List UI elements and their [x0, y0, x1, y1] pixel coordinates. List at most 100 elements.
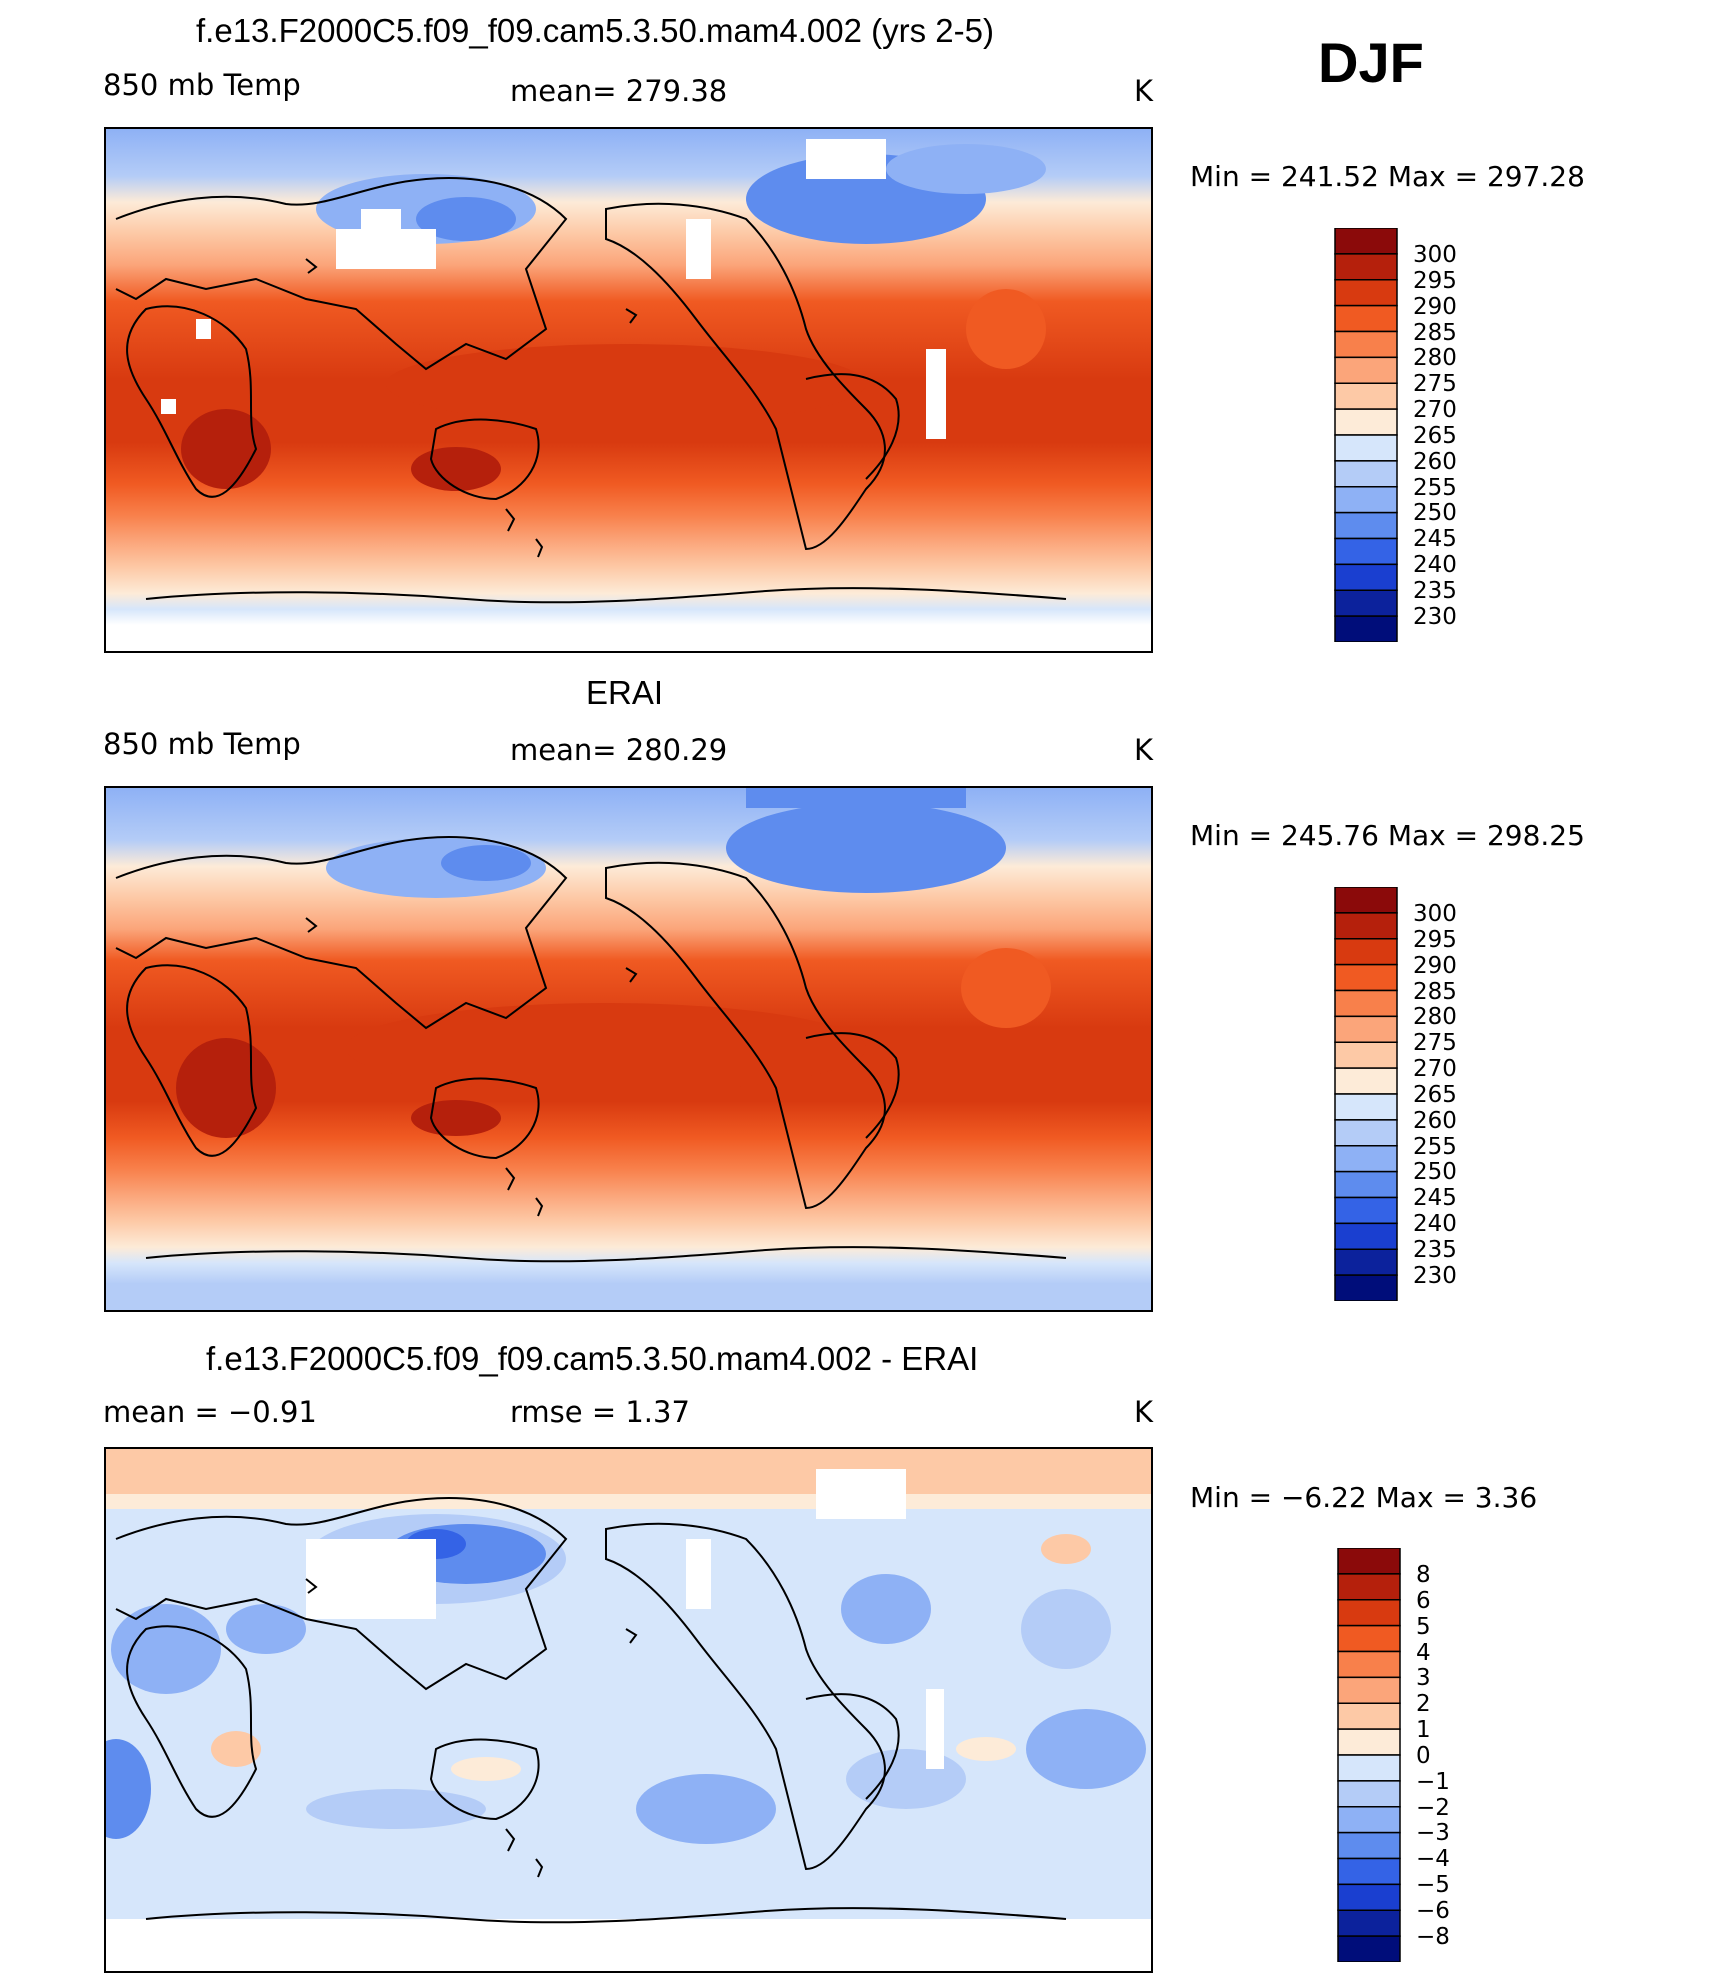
colorbar-swatch — [1334, 1274, 1398, 1302]
colorbar-swatch — [1334, 304, 1398, 333]
colorbar-swatch — [1334, 1119, 1398, 1147]
cbar1-label: 280 — [1413, 1004, 1457, 1030]
colorbar-swatch — [1337, 1754, 1401, 1782]
colorbar-swatch — [1334, 912, 1398, 940]
panel-diff-colorbar — [1337, 1547, 1401, 1963]
colorbar-swatch — [1337, 1883, 1401, 1911]
colorbar-swatch — [1334, 434, 1398, 462]
panel-obs-units: K — [1134, 733, 1154, 767]
panel-obs-colorbar — [1334, 886, 1398, 1302]
panel-model-minmax: Min = 241.52 Max = 297.28 — [1190, 160, 1585, 193]
cbar1-label: 290 — [1413, 953, 1457, 979]
colorbar-swatch — [1337, 1728, 1401, 1756]
panel-model-field-label: 850 mb Temp — [103, 68, 301, 102]
cbar1-label: 245 — [1413, 1185, 1457, 1211]
colorbar-swatch — [1334, 989, 1398, 1018]
obs-temp-field — [106, 788, 1151, 1310]
cbar1-label: 265 — [1413, 1082, 1457, 1108]
cbar2-label: −1 — [1416, 1769, 1450, 1795]
colorbar-swatch — [1334, 1093, 1398, 1121]
panel-model-title: f.e13.F2000C5.f09_f09.cam5.3.50.mam4.002… — [196, 12, 994, 49]
cbar1-label: 235 — [1413, 1237, 1457, 1263]
colorbar-swatch — [1334, 1170, 1398, 1199]
cbar2-label: −3 — [1416, 1820, 1450, 1846]
cbar2-label: −6 — [1416, 1898, 1450, 1924]
colorbar-swatch — [1334, 537, 1398, 566]
panel-obs-field-label: 850 mb Temp — [103, 727, 301, 761]
cbar0-label: 270 — [1413, 397, 1457, 423]
colorbar-swatch — [1337, 1935, 1401, 1963]
cbar2-label: 2 — [1416, 1691, 1431, 1717]
colorbar-swatch — [1334, 938, 1398, 966]
colorbar-swatch — [1334, 486, 1398, 514]
cbar0-label: 235 — [1413, 578, 1457, 604]
panel-diff-units: K — [1134, 1395, 1154, 1429]
colorbar-swatch — [1334, 1222, 1398, 1250]
cbar1-label: 275 — [1413, 1030, 1457, 1056]
cbar0-label: 230 — [1413, 604, 1457, 630]
cbar0-label: 240 — [1413, 552, 1457, 578]
cbar2-label: −5 — [1416, 1872, 1450, 1898]
colorbar-swatch — [1337, 1650, 1401, 1679]
colorbar-swatch — [1337, 1547, 1401, 1575]
cbar0-label: 285 — [1413, 320, 1457, 346]
colorbar-swatch — [1334, 227, 1398, 255]
colorbar-swatch — [1334, 963, 1398, 992]
colorbar-swatch — [1334, 511, 1398, 540]
cbar1-label: 285 — [1413, 979, 1457, 1005]
cbar2-label: 3 — [1416, 1665, 1431, 1691]
colorbar-swatch — [1337, 1806, 1401, 1834]
cbar1-label: 255 — [1413, 1134, 1457, 1160]
cbar0-label: 300 — [1413, 242, 1457, 268]
cbar2-label: 0 — [1416, 1743, 1431, 1769]
colorbar-swatch — [1334, 1248, 1398, 1276]
cbar2-label: 8 — [1416, 1562, 1431, 1588]
panel-obs-minmax: Min = 245.76 Max = 298.25 — [1190, 819, 1585, 852]
cbar1-label: 270 — [1413, 1056, 1457, 1082]
cbar2-label: −4 — [1416, 1846, 1450, 1872]
colorbar-swatch — [1334, 1196, 1398, 1225]
panel-diff-title: f.e13.F2000C5.f09_f09.cam5.3.50.mam4.002… — [206, 1340, 979, 1377]
cbar1-label: 300 — [1413, 901, 1457, 927]
colorbar-swatch — [1337, 1624, 1401, 1653]
colorbar-swatch — [1337, 1702, 1401, 1730]
colorbar-swatch — [1334, 1015, 1398, 1043]
colorbar-swatch — [1337, 1857, 1401, 1886]
cbar0-label: 245 — [1413, 526, 1457, 552]
panel-obs-map — [104, 786, 1153, 1312]
panel-model-map — [104, 127, 1153, 653]
colorbar-swatch — [1334, 382, 1398, 410]
cbar0-label: 280 — [1413, 345, 1457, 371]
panel-diff-map — [104, 1447, 1153, 1973]
panel-obs-title: ERAI — [586, 674, 664, 711]
cbar0-label: 255 — [1413, 475, 1457, 501]
colorbar-swatch — [1337, 1573, 1401, 1601]
colorbar-swatch — [1334, 589, 1398, 617]
panel-obs-colorbar-swatches — [1334, 886, 1398, 1302]
panel-model-colorbar-swatches — [1334, 227, 1398, 643]
panel-diff-rmse: rmse = 1.37 — [510, 1395, 690, 1429]
colorbar-swatch — [1334, 615, 1398, 643]
colorbar-swatch — [1334, 1067, 1398, 1095]
colorbar-swatch — [1334, 408, 1398, 436]
panel-model-units: K — [1134, 74, 1154, 108]
colorbar-swatch — [1337, 1909, 1401, 1937]
panel-diff-minmax: Min = −6.22 Max = 3.36 — [1190, 1481, 1538, 1514]
cbar0-label: 275 — [1413, 371, 1457, 397]
cbar2-label: −2 — [1416, 1795, 1450, 1821]
cbar0-label: 295 — [1413, 268, 1457, 294]
cbar1-label: 250 — [1413, 1159, 1457, 1185]
cbar2-label: −8 — [1416, 1924, 1450, 1950]
season-label: DJF — [1318, 31, 1424, 94]
cbar2-label: 5 — [1416, 1614, 1431, 1640]
cbar0-label: 290 — [1413, 294, 1457, 320]
model-temp-field — [106, 129, 1151, 651]
colorbar-swatch — [1334, 886, 1398, 914]
diff-temp-field — [106, 1449, 1151, 1971]
colorbar-swatch — [1334, 330, 1398, 359]
colorbar-swatch — [1334, 253, 1398, 281]
panel-obs-mean: mean= 280.29 — [510, 733, 728, 767]
cbar0-label: 260 — [1413, 449, 1457, 475]
colorbar-swatch — [1337, 1780, 1401, 1808]
cbar2-label: 4 — [1416, 1640, 1431, 1666]
